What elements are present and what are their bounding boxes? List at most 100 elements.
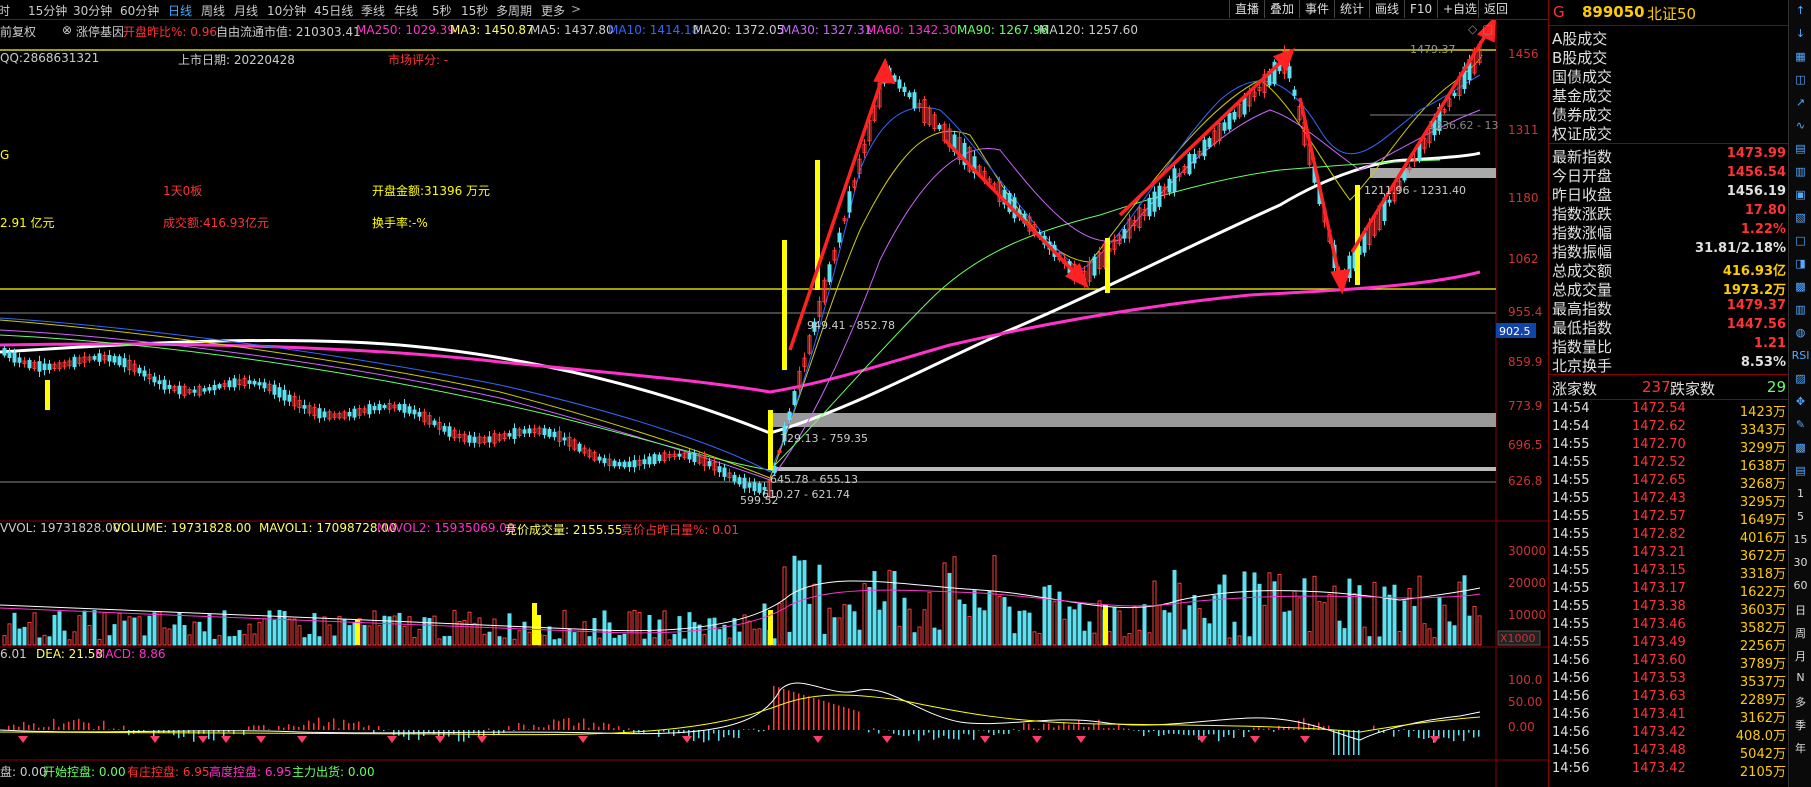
candle-body [327,411,332,420]
tool-button-15[interactable]: RSI [1791,349,1810,362]
volume-bar [872,571,877,646]
tool-button-27[interactable]: 周 [1795,627,1806,640]
tool-button-13[interactable]: ▥ [1795,303,1806,316]
period-10min[interactable]: 10分钟 [267,4,307,18]
tool-button-30[interactable]: 多 [1795,696,1806,709]
volume-bar [582,621,587,646]
tool-button-26[interactable]: 日 [1795,604,1806,617]
period-multi[interactable]: 多周期 [496,4,533,18]
period-more[interactable]: 更多 [541,4,566,18]
tick-row: 14:56 1473.53 3537万 [1549,671,1789,690]
tool-button-6[interactable]: ▤ [1795,142,1806,155]
macd-bar [553,719,555,730]
tool-button-4[interactable]: ↗ [1795,96,1806,109]
stat-value: 31.81/2.18% [1695,241,1786,256]
deal-link-5[interactable]: 权证成交 [1549,123,1789,143]
tool-button-11[interactable]: ◨ [1795,257,1806,270]
tool-button-31[interactable]: 季 [1795,719,1806,732]
tab-back[interactable]: 返回 [1478,0,1513,18]
deal-link-4[interactable]: 债券成交 [1549,104,1789,124]
volume-bar [977,607,982,646]
more-chevron-icon[interactable]: > [571,2,582,16]
tool-button-17[interactable]: ✥ [1795,395,1806,408]
tool-button-25[interactable]: 60 [1793,579,1808,592]
macd-bar [1268,728,1270,730]
macd-bar [523,724,525,730]
signal-marker [387,736,397,743]
tool-button-3[interactable]: ◫ [1795,73,1806,86]
volume-bar [742,614,747,646]
kline-chart[interactable]: 1456 1311 1180 1062 955.4 859.9 773.9 69… [0,20,1548,787]
deal-link-3[interactable]: 基金成交 [1549,85,1789,105]
tool-button-14[interactable]: ◍ [1795,326,1806,339]
tool-button-16[interactable]: ▨ [1795,372,1806,385]
range-label: 610.27 - 621.74 [762,488,850,501]
tab-draw[interactable]: 画线 [1369,0,1404,18]
tool-button-1[interactable]: ↓ [1795,27,1806,40]
expand-icon[interactable]: ▢ [1482,22,1494,36]
candle-body [1172,168,1177,193]
period-season[interactable]: 季线 [361,4,386,18]
period-day[interactable]: 日线 [168,4,193,18]
tab-live[interactable]: 直播 [1229,0,1264,18]
deal-link-1[interactable]: B股成交 [1549,47,1789,67]
tool-button-24[interactable]: 30 [1793,556,1808,569]
tool-button-12[interactable]: ▩ [1795,280,1806,293]
tool-button-19[interactable]: ▩ [1795,441,1806,454]
tab-watchlist[interactable]: +自选 [1437,0,1482,18]
candle-body [247,380,252,384]
period-5s[interactable]: 5秒 [432,4,452,18]
tool-button-20[interactable]: ▤ [1795,464,1806,477]
deal-link-0[interactable]: A股成交 [1549,28,1789,48]
tab-stats[interactable]: 统计 [1334,0,1369,18]
tab-f10[interactable]: F10 [1404,0,1437,18]
tool-button-7[interactable]: ▥ [1795,165,1806,178]
tool-button-0[interactable]: ↑ [1795,4,1806,17]
candle-body [807,335,812,354]
tool-button-32[interactable]: 年 [1795,742,1806,755]
adjust-label[interactable]: 前复权 [0,25,37,39]
tool-button-18[interactable]: ✎ [1795,418,1806,431]
period-15s[interactable]: 15秒 [461,4,489,18]
stat-value: 1.22% [1740,222,1786,237]
tool-button-21[interactable]: 1 [1797,487,1804,500]
settings-icon[interactable]: ◇ [1468,22,1478,36]
tool-button-9[interactable]: ▧ [1795,211,1806,224]
tab-events[interactable]: 事件 [1299,0,1334,18]
stock-tag[interactable]: 涨停基因 [76,25,125,39]
tool-button-29[interactable]: N [1796,671,1805,684]
period-45day[interactable]: 45日线 [314,4,354,18]
tool-button-10[interactable]: □ [1795,234,1806,247]
period-60min[interactable]: 60分钟 [120,4,160,18]
tool-button-23[interactable]: 15 [1793,533,1808,546]
candle-body [442,425,447,432]
tool-button-8[interactable]: ▣ [1795,188,1806,201]
tool-button-5[interactable]: ∿ [1795,119,1806,132]
volume-bar [1207,623,1212,646]
decline-label: 跌家数 [1670,380,1716,398]
period-15min[interactable]: 15分钟 [28,4,68,18]
period-30min[interactable]: 30分钟 [73,4,113,18]
candle-body [152,376,157,383]
tick-volume: 3268万 [1739,477,1786,492]
volume-bar [32,612,37,646]
tool-button-22[interactable]: 5 [1797,510,1804,523]
period-minute[interactable]: 分时 [0,4,11,18]
period-week[interactable]: 周线 [201,4,226,18]
tool-button-28[interactable]: 月 [1795,650,1806,663]
candle-body [1227,112,1232,130]
period-month[interactable]: 月线 [234,4,259,18]
macd-bar [248,726,250,730]
macd-bar [1453,730,1455,742]
volume-bar [907,608,912,646]
period-year[interactable]: 年线 [394,4,419,18]
deal-link-2[interactable]: 国债成交 [1549,66,1789,86]
tick-price: 1473.49 [1632,635,1686,650]
tool-button-2[interactable]: ▦ [1795,50,1806,63]
tab-overlay[interactable]: 叠加 [1264,0,1299,18]
tick-row: 14:55 1473.21 3672万 [1549,545,1789,564]
volume-bar [757,628,762,646]
listing-date: 上市日期: 20220428 [178,53,295,67]
candle-body [137,367,142,374]
macd-bar [458,730,460,742]
